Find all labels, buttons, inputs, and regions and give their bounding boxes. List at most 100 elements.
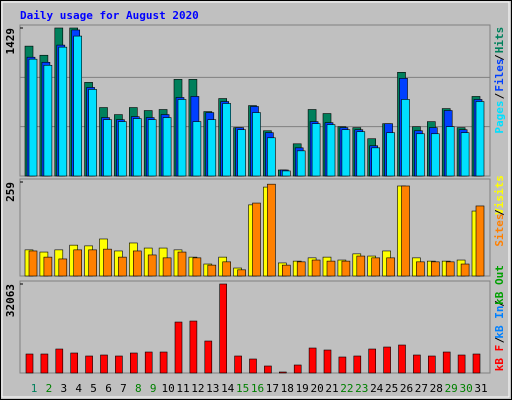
bar: [475, 101, 485, 177]
bar: [371, 257, 381, 277]
x-tick-label: 19: [296, 382, 309, 395]
x-tick-label: 31: [474, 382, 487, 395]
bar: [252, 112, 261, 177]
bar: [147, 119, 157, 177]
x-tick-label: 6: [105, 382, 112, 395]
legend-separator: /: [493, 92, 506, 99]
bar: [430, 133, 440, 177]
bar: [326, 260, 336, 277]
bar: [118, 121, 127, 177]
bar: [162, 117, 172, 177]
legend-label: kB Out: [493, 265, 506, 305]
legend-label: kB In: [493, 305, 506, 338]
bar: [430, 261, 440, 277]
bar: [43, 256, 53, 277]
bar: [177, 99, 187, 177]
bar: [162, 257, 172, 277]
x-tick-label: 27: [415, 382, 428, 395]
bar: [293, 364, 302, 374]
bar: [222, 103, 231, 177]
bar: [267, 137, 276, 177]
x-tick-label: 16: [251, 382, 264, 395]
bar: [100, 354, 108, 374]
x-tick-label: 10: [161, 382, 174, 395]
x-tick-label: 15: [236, 382, 249, 395]
bar: [147, 254, 157, 277]
legend-label: Pages: [493, 100, 506, 133]
bar: [341, 129, 351, 177]
legend-label: Files: [493, 58, 506, 91]
bar: [353, 355, 362, 374]
bar: [401, 185, 410, 277]
x-tick-label: 26: [400, 382, 413, 395]
x-tick-label: 17: [266, 382, 279, 395]
bar: [189, 320, 198, 374]
bar: [118, 256, 127, 277]
x-tick-label: 22: [340, 382, 353, 395]
bar: [311, 259, 321, 277]
bar: [383, 346, 391, 374]
bar: [40, 353, 49, 374]
bar: [401, 99, 410, 177]
bar: [103, 248, 112, 277]
x-tick-label: 14: [221, 382, 235, 395]
bar: [28, 250, 38, 277]
bar: [88, 89, 97, 177]
x-tick-label: 2: [46, 382, 53, 395]
legend-label: kB F: [493, 345, 506, 372]
x-tick-label: 1: [31, 382, 38, 395]
bar: [58, 258, 68, 277]
x-tick-label: 11: [176, 382, 189, 395]
bar: [237, 269, 246, 277]
x-tick-label: 13: [206, 382, 219, 395]
bar: [296, 261, 306, 277]
bar: [457, 354, 466, 374]
bar: [70, 352, 78, 374]
bar: [386, 257, 395, 277]
bar: [133, 250, 142, 277]
x-tick-label: 9: [150, 382, 157, 395]
bar: [371, 147, 381, 177]
x-tick-label: 7: [120, 382, 127, 395]
bar: [207, 119, 217, 177]
bar: [472, 353, 481, 374]
bar: [222, 261, 231, 277]
bar: [323, 349, 332, 374]
bar: [386, 132, 395, 177]
bar: [252, 202, 261, 277]
bar: [356, 255, 366, 277]
legend-label: Sites: [493, 213, 506, 246]
bar: [398, 344, 406, 374]
x-tick-label: 24: [370, 382, 384, 395]
x-tick-label: 12: [191, 382, 204, 395]
bar: [368, 348, 377, 374]
bar: [338, 356, 347, 374]
bar: [219, 283, 227, 374]
bar: [204, 340, 213, 374]
x-tick-label: 23: [355, 382, 368, 395]
bar: [442, 351, 451, 374]
bar: [416, 261, 425, 277]
bar: [144, 351, 153, 374]
bar: [174, 321, 183, 374]
chart-title: Daily usage for August 2020: [20, 9, 199, 22]
legend-separator: /: [493, 336, 506, 343]
x-tick-label: 28: [430, 382, 443, 395]
legend-separator: /: [493, 54, 506, 61]
bar: [267, 183, 276, 277]
bar: [88, 249, 97, 277]
bar: [326, 124, 336, 177]
bar: [445, 126, 455, 177]
x-tick-label: 25: [385, 382, 398, 395]
bar: [475, 205, 485, 277]
bar: [192, 121, 202, 177]
bar: [177, 251, 187, 277]
bar: [58, 46, 68, 177]
legend-label: Visits: [493, 175, 506, 215]
bar: [25, 353, 34, 374]
bar: [159, 351, 168, 374]
bar: [296, 150, 306, 177]
bar: [133, 118, 142, 177]
bar: [55, 348, 64, 374]
